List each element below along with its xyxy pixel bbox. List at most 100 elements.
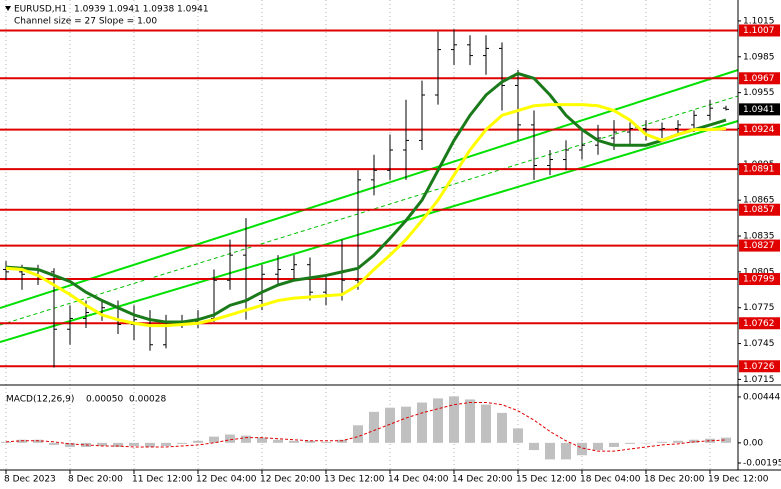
macd-bar	[401, 406, 411, 443]
macd-bar	[353, 425, 363, 443]
x-tick-label: 19 Dec 12:00	[708, 475, 769, 485]
macd-bar	[657, 441, 667, 443]
moving-average	[5, 103, 727, 328]
macd-bar	[721, 437, 731, 443]
macd-bar	[161, 442, 171, 446]
x-tick-label: 18 Dec 20:00	[644, 475, 705, 485]
macd-bar	[129, 442, 139, 446]
macd-bar	[17, 439, 27, 443]
macd-bar	[529, 442, 539, 451]
y-tick-label: -0.00195	[743, 459, 781, 469]
macd-bar	[193, 440, 203, 443]
macd-readout: 0.00050	[86, 395, 123, 405]
signal-line	[5, 402, 727, 452]
y-tick-label: 0.00444	[743, 392, 780, 402]
last-price-label: 1.0941	[743, 105, 775, 115]
channel-lower	[0, 120, 739, 343]
macd-bar	[257, 437, 267, 443]
y-tick-label: 1.0865	[743, 196, 775, 206]
macd-bar	[449, 396, 459, 443]
macd-title: MACD(12,26,9)	[6, 395, 74, 405]
macd-bar	[113, 442, 123, 447]
y-tick-label: 1.0985	[743, 52, 775, 62]
macd-bar	[673, 440, 683, 443]
macd-bar	[385, 407, 395, 443]
level-label-box	[739, 123, 780, 136]
x-tick-label: 15 Dec 12:00	[516, 475, 577, 485]
macd-bar	[465, 399, 475, 443]
macd-bar	[641, 442, 651, 444]
macd-bar	[689, 439, 699, 443]
macd-bar	[305, 440, 315, 443]
level-label-box	[739, 317, 780, 330]
y-tick-label: 1.0775	[743, 303, 775, 313]
level-label: 1.0799	[743, 275, 775, 285]
level-label: 1.0762	[743, 319, 775, 329]
macd-bar	[97, 442, 107, 446]
macd-bar	[593, 442, 603, 451]
level-label: 1.0924	[743, 125, 775, 135]
y-tick-label: 0.00	[743, 438, 763, 448]
macd-bar	[497, 412, 507, 443]
level-label-box	[739, 163, 780, 176]
y-tick-label: 1.0955	[743, 88, 775, 98]
macd-bar	[337, 439, 347, 443]
level-label: 1.0857	[743, 205, 775, 215]
macd-bar	[65, 442, 75, 447]
macd-bar	[145, 442, 155, 447]
symbol: EURUSD,H1	[14, 5, 67, 15]
x-tick-label: 12 Dec 20:00	[260, 475, 321, 485]
macd-bar	[49, 442, 59, 445]
macd-bar	[481, 404, 491, 443]
level-label: 1.1007	[743, 26, 775, 36]
marks-layer	[0, 29, 738, 460]
x-tick-label: 11 Dec 12:00	[132, 475, 193, 485]
macd-bar	[545, 442, 555, 460]
macd-bar	[609, 442, 619, 447]
macd-readout: 0.00028	[129, 395, 166, 405]
ohlc-readout: 1.0939 1.0941 1.0938 1.0941	[74, 5, 209, 15]
level-label-box	[739, 24, 780, 37]
macd-bar	[209, 436, 219, 443]
macd-bar	[1, 441, 11, 443]
y-tick-label: 1.1015	[743, 16, 775, 26]
moving-average	[5, 71, 727, 324]
macd-bar	[433, 398, 443, 443]
y-tick-label: 1.0805	[743, 267, 775, 277]
level-label: 1.0967	[743, 74, 775, 84]
macd-bar	[241, 435, 251, 443]
level-label-box	[739, 239, 780, 252]
macd-bar	[625, 442, 635, 444]
level-label-box	[739, 203, 780, 216]
level-label: 1.0891	[743, 165, 775, 175]
x-tick-label: 13 Dec 12:00	[324, 475, 385, 485]
x-tick-label: 18 Dec 04:00	[580, 475, 641, 485]
macd-bar	[177, 442, 187, 444]
macd-bar	[225, 434, 235, 443]
level-label-box	[739, 360, 780, 373]
last-price-box	[739, 103, 780, 116]
y-tick-label: 1.0835	[743, 232, 775, 242]
level-label: 1.0827	[743, 241, 775, 251]
macd-bar	[417, 402, 427, 443]
macd-bar	[705, 438, 715, 443]
x-tick-label: 14 Dec 20:00	[452, 475, 513, 485]
macd-bar	[561, 442, 571, 460]
x-tick-label: 14 Dec 04:00	[388, 475, 449, 485]
y-tick-label: 1.0745	[743, 339, 775, 349]
channel-info: Channel size = 27 Slope = 1.00	[14, 17, 157, 27]
macd-bar	[321, 441, 331, 443]
macd-bar	[273, 439, 283, 443]
x-tick-label: 8 Dec 20:00	[68, 475, 123, 485]
y-tick-label: 1.0715	[743, 375, 775, 385]
macd-bar	[577, 442, 587, 456]
macd-bar	[33, 439, 43, 443]
level-label-box	[739, 273, 780, 286]
macd-bar	[289, 440, 299, 443]
macd-bar	[369, 411, 379, 443]
x-tick-label: 12 Dec 04:00	[196, 475, 257, 485]
level-label-box	[739, 72, 780, 85]
header-icon	[5, 6, 11, 11]
level-label: 1.0726	[743, 362, 775, 372]
